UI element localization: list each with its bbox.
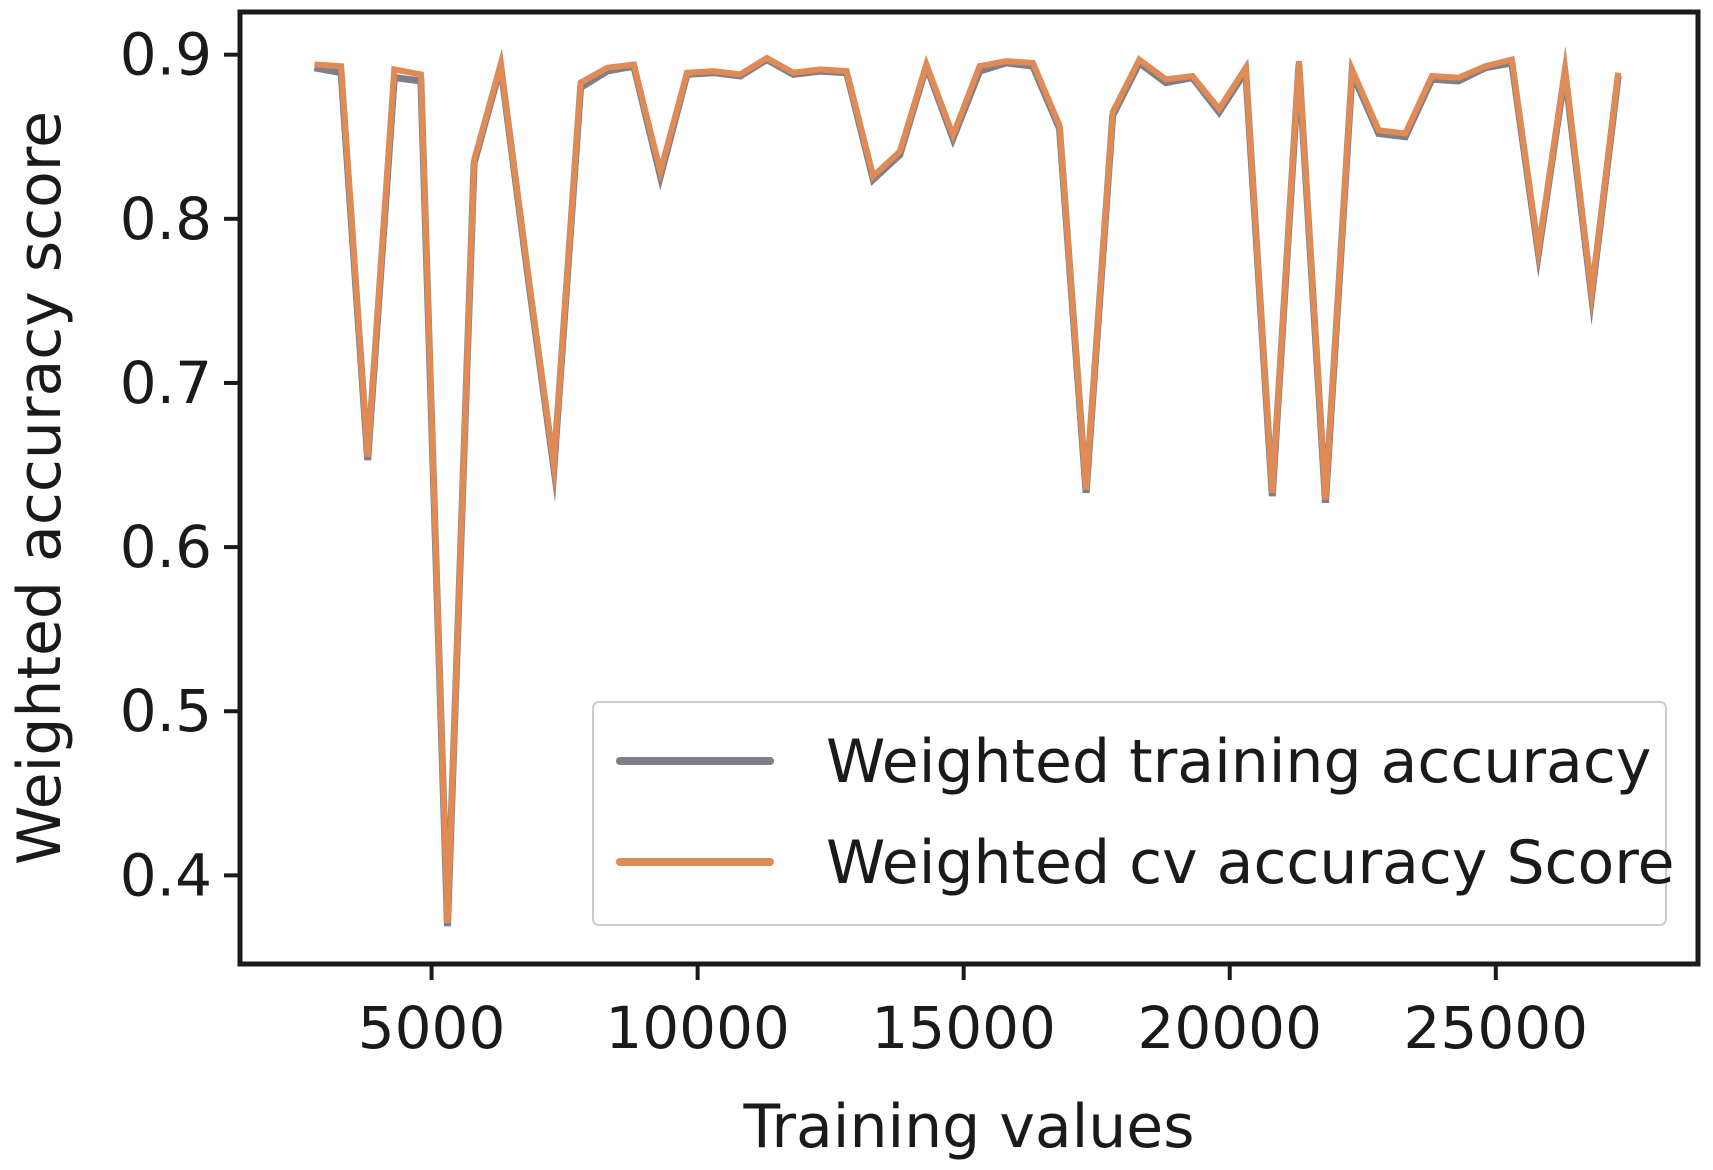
y-tick-label: 0.5 <box>120 677 212 745</box>
y-tick-label: 0.4 <box>120 841 212 909</box>
x-tick-label: 20000 <box>1137 994 1322 1062</box>
legend-label-training: Weighted training accuracy <box>826 727 1651 797</box>
x-tick-label: 5000 <box>358 994 506 1062</box>
x-axis-label: Training values <box>743 1092 1195 1162</box>
series-line-cv <box>314 46 1622 924</box>
y-tick-label: 0.9 <box>120 21 212 89</box>
x-tick-label: 25000 <box>1404 994 1589 1062</box>
series-layer <box>313 46 1622 927</box>
legend-label-cv: Weighted cv accuracy Score <box>826 828 1675 898</box>
x-tick-label: 10000 <box>605 994 790 1062</box>
x-tick-label: 15000 <box>871 994 1056 1062</box>
y-tick-label: 0.7 <box>120 349 212 417</box>
y-tick-label: 0.6 <box>120 513 212 581</box>
y-axis-ticks: 0.4 0.5 0.6 0.7 0.8 0.9 <box>120 21 240 909</box>
y-tick-label: 0.8 <box>120 185 212 253</box>
plot-frame <box>237 9 1701 967</box>
legend: Weighted training accuracy Weighted cv a… <box>592 701 1675 926</box>
x-axis-ticks: 5000 10000 15000 20000 25000 <box>358 964 1588 1062</box>
y-axis-label: Weighted accuracy score <box>5 111 75 865</box>
legend-box <box>592 701 1667 926</box>
